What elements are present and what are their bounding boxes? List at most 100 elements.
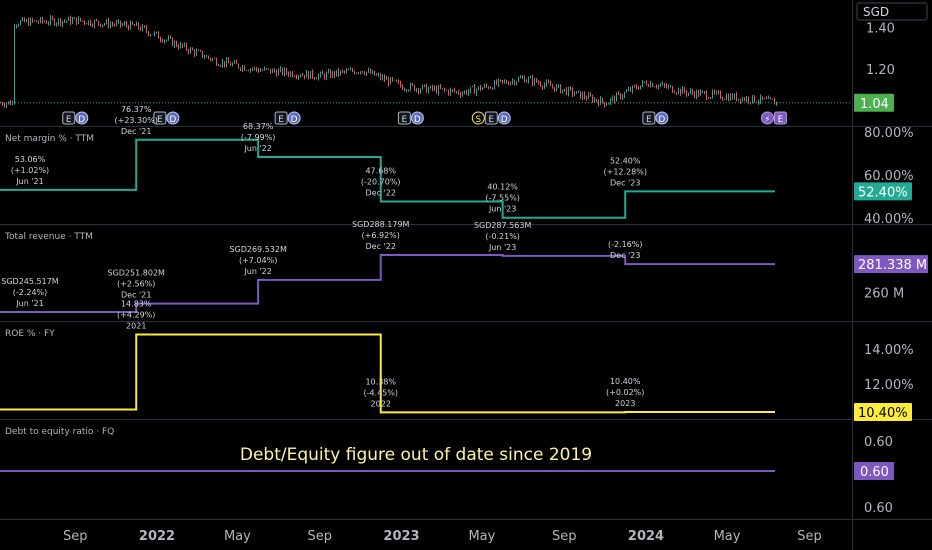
event-marker-label: D	[658, 115, 665, 125]
event-marker[interactable]: E	[62, 111, 76, 125]
data-label: 2021	[126, 321, 146, 330]
value-axis-tick: 0.60	[864, 435, 893, 450]
event-marker-label: E	[66, 115, 72, 125]
data-label: Jun '22	[243, 267, 271, 276]
event-marker-label: E	[278, 115, 284, 125]
time-axis-tick: Sep	[797, 529, 822, 544]
data-label: SGD245.517M	[1, 277, 59, 286]
event-marker-label: E	[646, 115, 652, 125]
event-dividend	[75, 111, 89, 125]
data-label: Dec '21	[121, 127, 151, 136]
event-marker-label: D	[78, 115, 85, 125]
event-marker[interactable]: ⚡	[760, 111, 774, 125]
time-axis-tick: 2022	[139, 529, 175, 544]
data-label: (-0.21%)	[485, 232, 520, 241]
event-marker[interactable]: S	[471, 111, 485, 125]
currency-box	[856, 2, 928, 21]
value-axis-tick: 0.60	[864, 501, 893, 516]
event-marker[interactable]: D	[410, 111, 424, 125]
data-label: Jun '21	[15, 299, 43, 308]
event-earnings	[274, 111, 288, 125]
event-dividend	[410, 111, 424, 125]
value-axis-tick: 80.00%	[864, 126, 914, 141]
data-label: Jun '23	[488, 243, 516, 252]
pane-title: Total revenue · TTM	[4, 232, 93, 242]
event-marker-label: D	[169, 115, 176, 125]
data-label: Dec '23	[610, 251, 640, 260]
event-news	[760, 111, 774, 125]
data-label: Dec '22	[366, 188, 396, 197]
event-marker-label: D	[414, 115, 421, 125]
event-marker-label: D	[501, 115, 508, 125]
event-marker[interactable]: D	[75, 111, 89, 125]
value-axis-tick: 260 M	[864, 287, 904, 302]
data-label: 2022	[371, 399, 391, 408]
pane-title: Net margin % · TTM	[5, 134, 94, 144]
current-value-badge	[854, 403, 912, 421]
data-label: (+7.04%)	[239, 256, 277, 265]
time-axis-tick: May	[714, 529, 741, 544]
value-axis-tick: 12.00%	[864, 378, 914, 393]
data-label: SGD288.179M	[352, 220, 410, 229]
time-axis-tick: Sep	[308, 529, 333, 544]
event-marker[interactable]: E	[153, 111, 167, 125]
current-value-badge	[854, 182, 912, 201]
time-axis-tick: 2024	[628, 529, 664, 544]
event-marker[interactable]: D	[166, 111, 180, 125]
data-label: Dec '23	[610, 178, 640, 187]
event-dividend	[497, 111, 511, 125]
current-value-label: 281.338 M	[858, 258, 927, 273]
data-label: (-7.99%)	[241, 133, 276, 142]
event-split	[471, 111, 485, 125]
data-label: 14.83%	[121, 299, 152, 308]
currency-label: SGD	[863, 5, 889, 19]
event-earnings	[62, 111, 76, 125]
last-price-label: 1.04	[860, 97, 889, 112]
event-dividend	[166, 111, 180, 125]
data-label: (+6.92%)	[362, 231, 400, 240]
time-axis-tick: Sep	[63, 529, 88, 544]
step-line	[0, 254, 775, 313]
event-earnings	[773, 111, 787, 125]
price-candles	[0, 15, 777, 109]
last-price-badge	[854, 93, 894, 112]
event-marker[interactable]: E	[773, 111, 787, 125]
event-marker[interactable]: D	[497, 111, 511, 125]
event-marker[interactable]: E	[397, 111, 411, 125]
current-value-badge	[854, 462, 894, 480]
data-label: (-2.24%)	[13, 288, 48, 297]
event-marker[interactable]: D	[287, 111, 301, 125]
event-marker[interactable]: E	[484, 111, 498, 125]
event-marker[interactable]: E	[642, 111, 656, 125]
data-label: (-2.16%)	[608, 240, 643, 249]
event-marker-label: E	[402, 115, 408, 125]
current-value-label: 52.40%	[858, 185, 908, 200]
current-value-label: 0.60	[860, 465, 889, 480]
event-marker-label: E	[488, 115, 494, 125]
event-earnings	[642, 111, 656, 125]
data-label: SGD251.802M	[108, 269, 166, 278]
event-dividend	[655, 111, 669, 125]
data-label: Dec '22	[366, 242, 396, 251]
event-marker-label: E	[157, 115, 163, 125]
data-label: (-4.45%)	[363, 388, 398, 397]
value-axis-tick: 14.00%	[864, 343, 914, 358]
pane-title: ROE % · FY	[5, 329, 55, 339]
currency-selector[interactable]: SGD	[856, 2, 928, 21]
event-marker-label: E	[778, 115, 784, 125]
data-label: 76.37%	[121, 105, 152, 114]
data-label: Dec '21	[121, 291, 151, 300]
event-marker[interactable]: D	[655, 111, 669, 125]
data-label: 40.12%	[487, 183, 518, 192]
data-label: 47.68%	[365, 166, 396, 175]
pane-title: Debt to equity ratio · FQ	[5, 427, 114, 437]
data-label: 53.06%	[15, 155, 46, 164]
current-value-label: 10.40%	[858, 406, 908, 421]
event-marker-label: ⚡	[764, 115, 770, 125]
data-label: 68.37%	[243, 122, 274, 131]
event-marker[interactable]: E	[274, 111, 288, 125]
data-label: SGD269.532M	[229, 245, 287, 254]
data-label: (-7.55%)	[485, 194, 520, 203]
data-label: 10.38%	[365, 377, 396, 386]
